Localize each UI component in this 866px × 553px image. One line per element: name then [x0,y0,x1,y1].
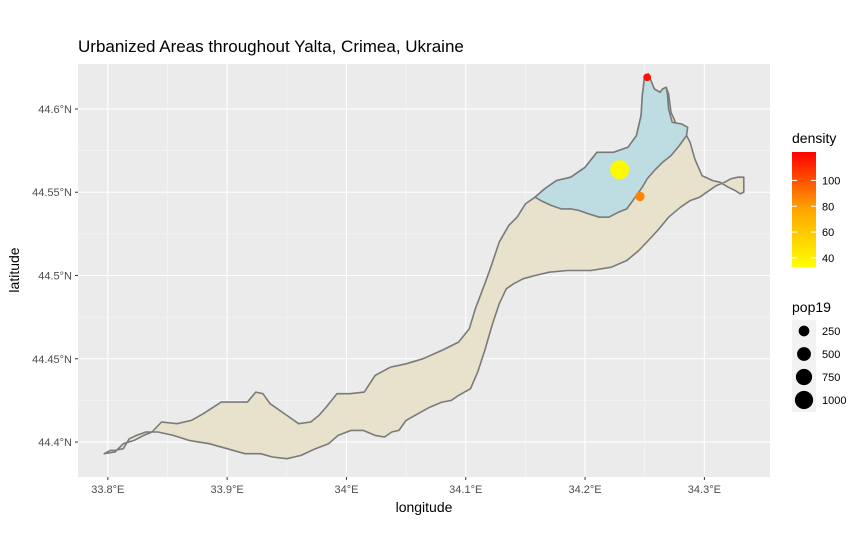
pop19-legend-key [797,347,811,361]
settlement-point [635,191,645,202]
y-tick-label: 44.45°N [32,354,72,366]
x-axis: 33.8°E 33.9°E 34°E 34.1°E 34.2°E 34.3°E [91,477,721,496]
y-axis-title: latitude [6,247,22,292]
x-tick-label: 34.2°E [568,484,601,496]
x-tick-label: 34.1°E [449,484,482,496]
density-legend-label: 100 [822,175,840,187]
y-tick-label: 44.55°N [32,187,72,199]
x-tick-label: 34°E [334,484,358,496]
pop19-legend-key [795,368,813,386]
density-legend-title: density [792,130,836,146]
y-tick-label: 44.6°N [38,104,72,116]
density-legend-label: 40 [822,253,834,265]
settlement-point [610,160,630,180]
pop19-legend-label: 1000 [822,395,846,407]
urbanized-polygon [534,73,689,218]
settlement-points [610,73,651,202]
pop19-legend-label: 250 [822,326,840,338]
y-tick-label: 44.5°N [38,270,72,282]
pop19-legend: pop19 250 500 750 1000 [792,299,846,412]
density-legend-label: 80 [822,201,834,213]
region-polygons [103,73,745,460]
pop19-legend-key [798,325,810,337]
x-tick-label: 33.9°E [211,484,244,496]
x-axis-title: longitude [396,499,453,515]
density-colorbar [792,152,816,267]
pop19-legend-title: pop19 [792,299,831,315]
pop19-legend-label: 500 [822,349,840,361]
x-tick-label: 34.3°E [688,484,721,496]
settlement-point [643,73,651,82]
density-legend-label: 60 [822,227,834,239]
pop19-legend-label: 750 [822,372,840,384]
y-axis: 44.4°N 44.45°N 44.5°N 44.55°N 44.6°N [32,104,78,449]
pop19-legend-key [794,390,814,410]
density-legend: density 40 60 80 100 [792,130,840,267]
y-tick-label: 44.4°N [38,437,72,449]
chart-title: Urbanized Areas throughout Yalta, Crimea… [78,37,464,56]
x-tick-label: 33.8°E [91,484,124,496]
